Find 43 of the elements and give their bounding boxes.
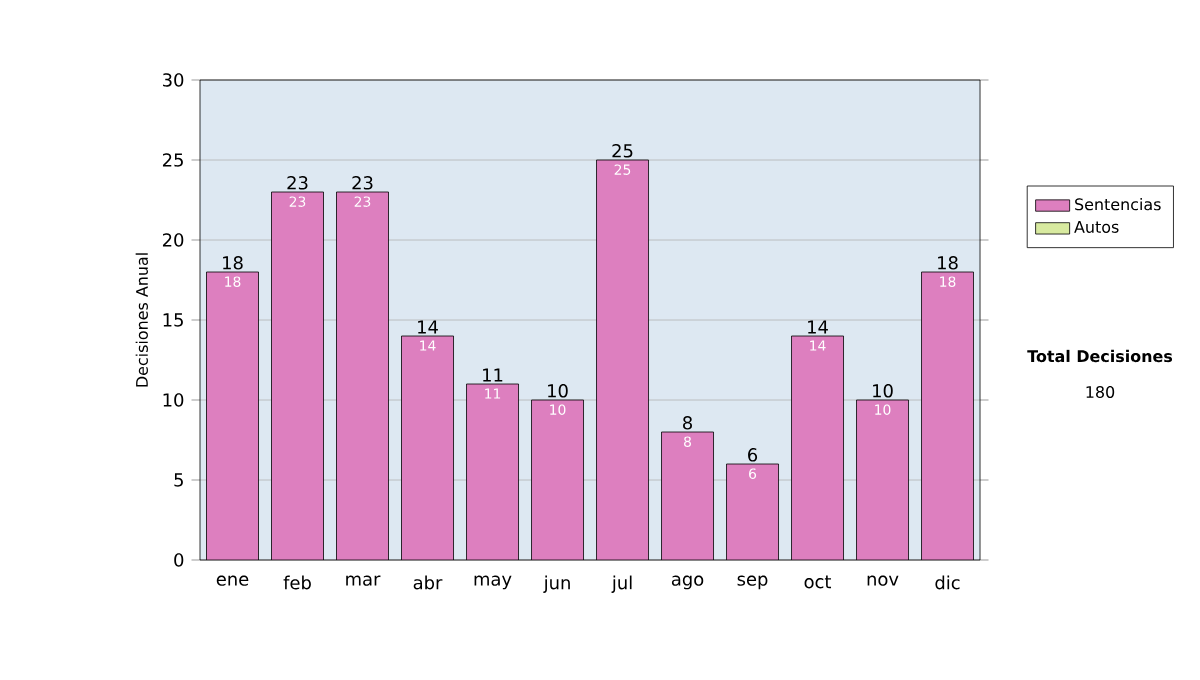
bar [726,464,779,560]
bar [336,192,389,560]
total-label: 10 [873,384,893,398]
bar [466,384,519,560]
bar [401,336,454,560]
total-label: 8 [683,416,692,430]
total-label: 11 [483,368,503,382]
total-label: 10 [548,384,568,398]
x-tick-label: may [474,575,512,590]
x-tick-label: jul [611,575,632,593]
total-label: 18 [938,256,958,270]
x-tick-label: nov [867,575,899,586]
x-tick-label: sep [737,575,768,590]
bar [206,272,259,560]
bar [791,336,844,560]
y-tick-label: 10 [163,393,184,407]
y-tick-label: 15 [163,313,183,327]
bar [596,160,649,560]
x-tick-label: dic [935,575,960,590]
total-label: 23 [352,176,373,190]
bar [921,271,974,560]
total-label: 6 [748,448,758,462]
bar [271,192,324,560]
x-tick-label: jun [543,575,570,593]
total-label: 25 [612,144,633,158]
total-label: 18 [223,256,243,270]
bar [661,432,714,560]
y-tick-label: 25 [162,153,183,167]
total-label: 23 [287,176,308,190]
x-tick-label: feb [283,575,311,590]
total-label: 14 [418,320,438,334]
y-tick-label: 20 [162,233,184,247]
x-tick-label: ago [671,575,704,590]
x-tick-label: abr [413,575,443,590]
x-tick-label: mar [346,575,381,586]
bar [531,400,584,560]
total-label: 14 [808,320,828,334]
y-tick-label: 0 [174,553,184,567]
x-tick-label: oct [804,575,832,589]
x-tick-label: ene [216,575,249,586]
y-tick-label: 30 [163,73,184,87]
y-tick-label: 5 [174,473,183,487]
bar [856,400,909,560]
